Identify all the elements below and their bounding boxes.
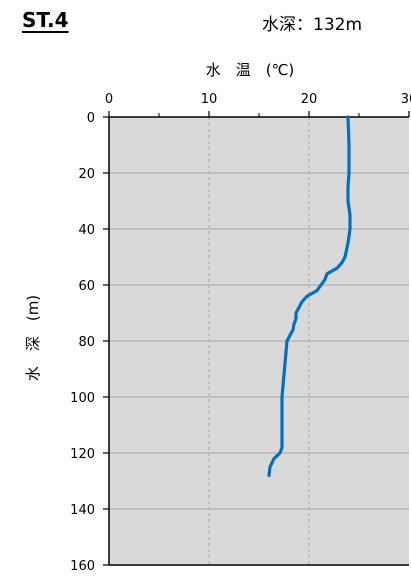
gridlines [109, 117, 409, 565]
y-tick-label: 60 [78, 279, 95, 294]
station-label: ST.4 [22, 8, 69, 32]
y-axis-title: 水 深 (m) [24, 295, 42, 381]
y-tick-label: 160 [70, 559, 95, 574]
water-depth-separator: ： [296, 15, 313, 35]
x-tick-label: 20 [301, 92, 318, 107]
x-tick-label: 10 [201, 92, 218, 107]
y-tick-label: 40 [78, 223, 95, 238]
y-tick-label: 100 [70, 391, 95, 406]
x-tick-label: 0 [105, 92, 113, 107]
y-tick-label: 80 [78, 335, 95, 350]
x-tick-labels: 0 10 20 30 [105, 92, 411, 107]
y-tick-label: 140 [70, 503, 95, 518]
axis-ticks [103, 111, 410, 566]
water-depth-label: 水深 [262, 15, 296, 35]
y-tick-label: 0 [87, 111, 95, 126]
water-depth-value: 132m [313, 15, 363, 35]
y-tick-label: 120 [70, 447, 95, 462]
temperature-profile-line [267, 115, 352, 477]
y-tick-label: 20 [78, 167, 95, 182]
water-depth-info: 水深：132m [262, 10, 362, 35]
y-tick-labels: 0 20 40 60 80 100 120 140 160 [70, 111, 95, 574]
x-axis-title: 水 温 (℃) [206, 61, 295, 79]
x-tick-label: 30 [401, 92, 411, 107]
